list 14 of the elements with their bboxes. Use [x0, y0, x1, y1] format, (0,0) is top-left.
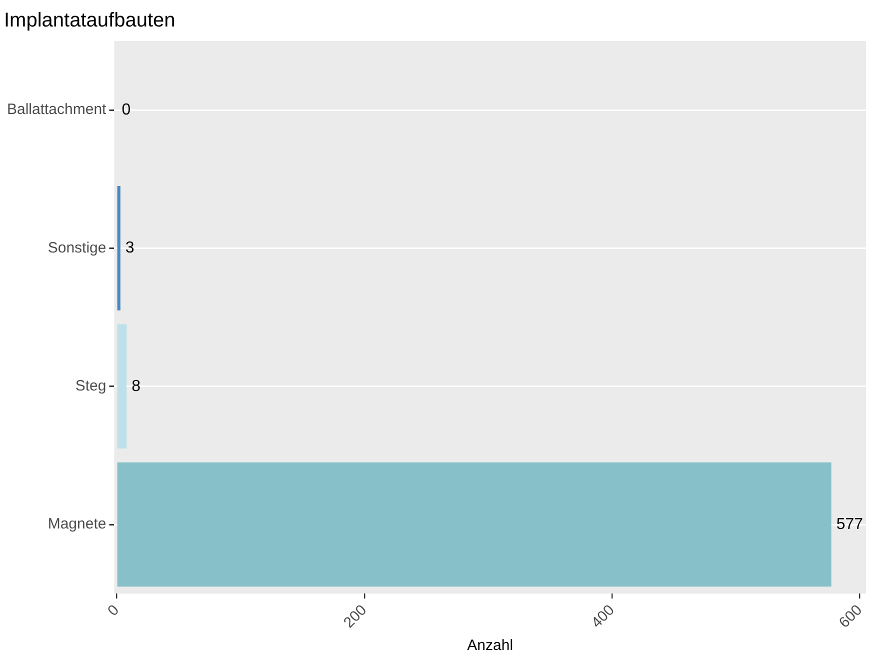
chart-title: Implantataufbauten	[4, 10, 176, 32]
y-tick-label: Steg	[75, 378, 106, 394]
x-axis-title: Anzahl	[467, 637, 514, 654]
y-tick-label: Sonstige	[48, 239, 106, 256]
x-tick-label: 600	[836, 602, 866, 632]
data-label: 0	[122, 101, 131, 118]
x-tick-label: 400	[588, 602, 618, 632]
y-tick-label: Ballattachment	[6, 101, 108, 118]
y-tick-label: Magnete	[48, 516, 106, 533]
x-tick-label: 0	[104, 602, 122, 620]
data-label: 3	[125, 240, 134, 257]
data-label: 8	[132, 378, 141, 395]
data-label: 577	[836, 516, 864, 533]
x-tick-label: 200	[340, 602, 370, 632]
